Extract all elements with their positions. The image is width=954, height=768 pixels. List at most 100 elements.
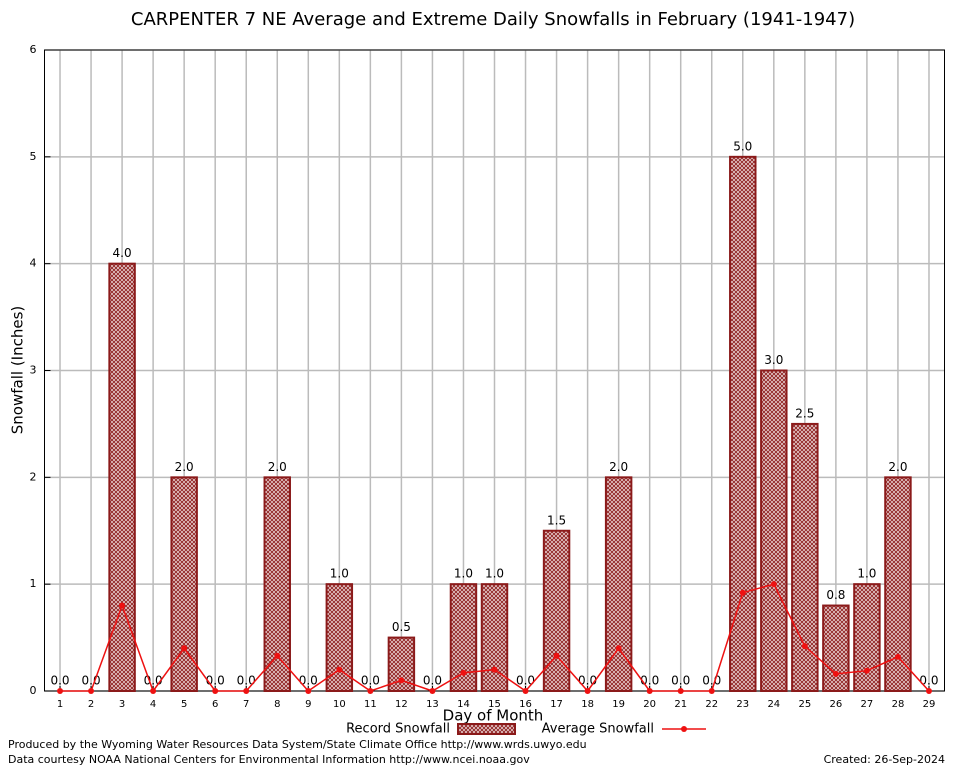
value-label: 0.0: [702, 674, 721, 688]
value-label: 1.0: [330, 567, 349, 581]
x-tick-label: 7: [243, 699, 249, 710]
value-label: 0.0: [299, 674, 318, 688]
value-label: 0.0: [50, 674, 69, 688]
x-tick-label: 18: [581, 699, 594, 710]
bar: [108, 262, 136, 692]
legend-swatch: [681, 726, 687, 732]
value-label: 0.0: [640, 674, 659, 688]
marker: [925, 688, 932, 694]
value-label: 4.0: [113, 246, 132, 260]
value-label: 0.0: [578, 674, 597, 688]
marker: [646, 688, 653, 694]
bar: [729, 155, 757, 693]
bar: [853, 583, 881, 693]
x-tick-label: 8: [274, 699, 280, 710]
value-label: 2.0: [268, 460, 287, 474]
marker: [243, 688, 250, 694]
bar: [760, 369, 788, 692]
y-tick-label: 4: [30, 257, 37, 270]
value-label: 2.5: [795, 406, 814, 420]
marker: [708, 688, 715, 694]
legend-label: Record Snowfall: [346, 722, 450, 737]
y-tick-label: 1: [30, 577, 37, 590]
marker: [832, 670, 839, 677]
value-label: 0.0: [206, 674, 225, 688]
value-label: 0.0: [82, 674, 101, 688]
x-tick-label: 26: [830, 699, 843, 710]
value-label: 0.0: [237, 674, 256, 688]
footer-text: Created: 26-Sep-2024: [824, 753, 945, 766]
marker: [460, 669, 467, 676]
x-tick-label: 3: [119, 699, 125, 710]
value-label: 0.8: [826, 588, 845, 602]
bar: [480, 583, 509, 693]
value-label: 0.0: [671, 674, 690, 688]
value-label: 1.5: [547, 513, 566, 527]
chart-title: CARPENTER 7 NE Average and Extreme Daily…: [131, 9, 855, 30]
x-tick-label: 5: [181, 699, 187, 710]
marker: [367, 688, 374, 694]
value-label: 2.0: [888, 460, 907, 474]
value-label: 2.0: [609, 460, 628, 474]
value-label: 0.0: [361, 674, 380, 688]
x-tick-label: 22: [705, 699, 718, 710]
x-tick-label: 28: [892, 699, 905, 710]
marker: [894, 653, 901, 660]
bar: [822, 604, 850, 692]
footer-text: Produced by the Wyoming Water Resources …: [8, 738, 587, 751]
legend-swatch: [457, 723, 516, 735]
marker: [584, 688, 591, 694]
marker: [336, 666, 343, 673]
value-label: 0.0: [144, 674, 163, 688]
marker: [181, 645, 188, 652]
x-tick-label: 24: [767, 699, 780, 710]
x-tick-label: 14: [457, 699, 470, 710]
marker: [863, 667, 870, 674]
marker: [677, 688, 684, 694]
marker: [770, 581, 777, 588]
x-axis-label: Day of Month: [443, 707, 544, 725]
bar: [604, 476, 633, 693]
marker: [150, 688, 157, 694]
y-axis-label: Snowfall (Inches): [9, 306, 27, 434]
value-label: 2.0: [175, 460, 194, 474]
bar: [449, 583, 478, 693]
value-label: 1.0: [454, 567, 473, 581]
x-tick-label: 23: [736, 699, 749, 710]
legend-label: Average Snowfall: [542, 722, 654, 737]
x-tick-label: 29: [923, 699, 936, 710]
marker: [491, 666, 498, 673]
bar: [791, 422, 819, 692]
y-tick-label: 5: [30, 150, 37, 163]
marker: [274, 652, 281, 659]
marker: [429, 688, 436, 694]
x-tick-label: 12: [395, 699, 408, 710]
marker: [119, 602, 126, 609]
y-tick-label: 0: [30, 684, 37, 697]
marker: [553, 652, 560, 659]
value-label: 0.0: [423, 674, 442, 688]
y-tick-label: 3: [30, 364, 37, 377]
y-tick-label: 2: [30, 470, 37, 483]
x-tick-label: 10: [333, 699, 346, 710]
value-label: 0.0: [516, 674, 535, 688]
marker: [88, 688, 95, 694]
x-tick-label: 11: [364, 699, 377, 710]
marker: [305, 688, 312, 694]
marker: [739, 589, 746, 596]
x-tick-label: 9: [305, 699, 311, 710]
x-tick-label: 20: [643, 699, 656, 710]
y-tick-label: 6: [30, 43, 37, 56]
value-label: 5.0: [733, 139, 752, 153]
marker: [615, 645, 622, 652]
marker: [801, 643, 808, 650]
x-tick-label: 19: [612, 699, 625, 710]
x-tick-label: 15: [488, 699, 501, 710]
marker: [212, 688, 219, 694]
x-tick-label: 6: [212, 699, 218, 710]
x-tick-label: 25: [798, 699, 811, 710]
value-label: 1.0: [485, 567, 504, 581]
x-tick-label: 13: [426, 699, 439, 710]
x-tick-label: 17: [550, 699, 563, 710]
